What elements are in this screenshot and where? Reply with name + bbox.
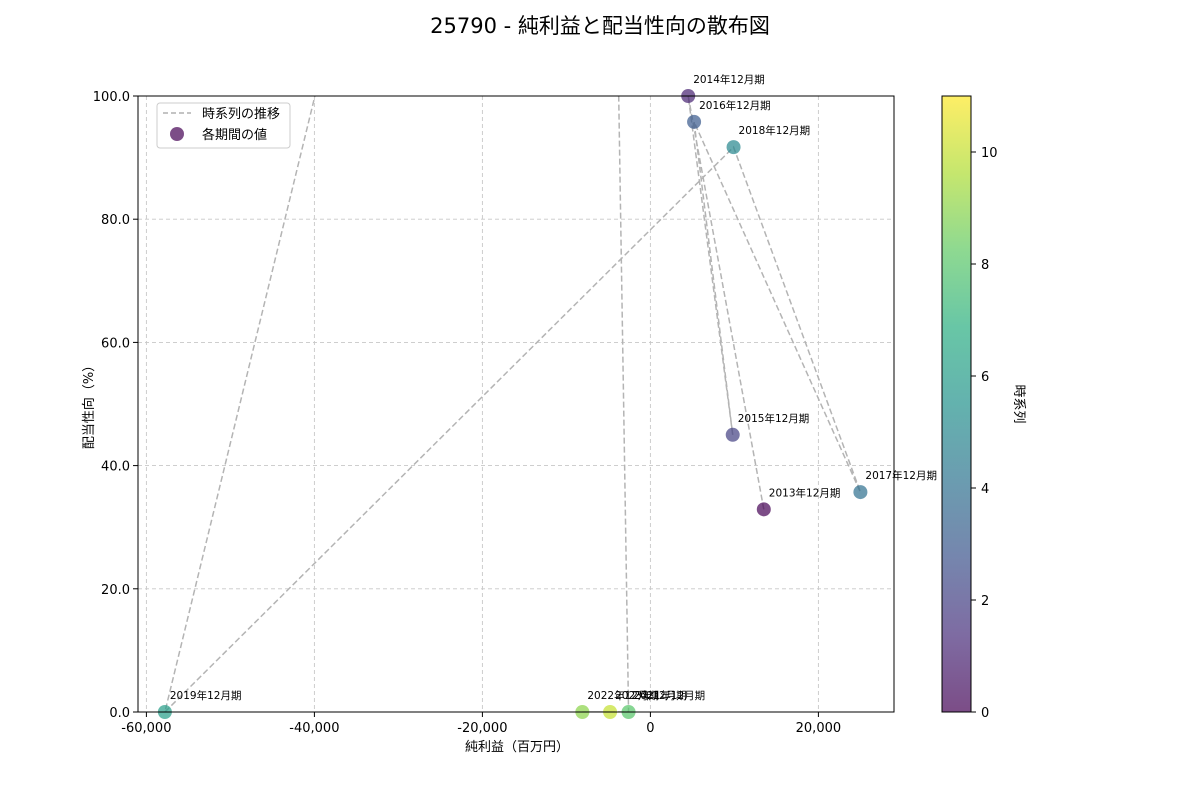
colorbar-tick-label: 4 [981,482,989,497]
data-point-label: 2019年12月期 [170,689,242,702]
x-axis-ticks: -60,000 -40,000 -20,000 0 20,000 [121,712,841,736]
data-point-label: 2015年12月期 [738,412,810,425]
colorbar-tick-label: 10 [981,146,998,161]
y-tick-label: 0.0 [109,706,130,721]
x-tick-label: 0 [646,721,654,736]
y-tick-label: 40.0 [101,460,130,475]
colorbar-ticks: 0 2 4 6 8 10 [971,146,998,721]
legend-marker-swatch [170,127,184,141]
data-point-label: 2022年12月期 [587,689,659,702]
data-point-label: 2014年12月期 [693,73,765,86]
data-point-label: 2017年12月期 [865,469,937,482]
legend-line-label: 時系列の推移 [202,107,280,122]
plot-frame [137,95,895,713]
data-point [725,427,740,442]
colorbar-tick-label: 6 [981,370,989,385]
x-tick-label: 20,000 [796,721,842,736]
y-tick-label: 100.0 [93,90,130,105]
data-point [687,114,702,129]
legend-marker-label: 各期間の値 [202,127,267,143]
y-tick-label: 20.0 [101,583,130,598]
colorbar-gradient [941,95,972,713]
data-point [756,502,771,517]
colorbar-tick-label: 0 [981,706,989,721]
colorbar-label: 時系列 [1011,384,1026,423]
legend-box [156,102,291,149]
legend: 時系列の推移 各期間の値 [156,102,291,149]
point-labels: 2013年12月期 2014年12月期 2015年12月期 2016年12月期 2017… [170,73,937,702]
y-tick-label: 60.0 [101,336,130,351]
y-axis-label: 配当性向（%） [81,359,97,449]
data-point [726,140,741,155]
colorbar-tick-label: 8 [981,258,989,273]
grid-lines [138,95,894,713]
y-axis-ticks: 0.0 20.0 40.0 60.0 80.0 100.0 [93,90,138,721]
data-point-label: 2016年12月期 [699,99,771,112]
data-point-label: 2013年12月期 [769,486,841,499]
x-tick-label: -40,000 [289,721,339,736]
x-axis-label: 純利益（百万円） [465,740,569,755]
data-point-label: 2023年12月期 [615,689,687,702]
colorbar-tick-label: 2 [981,594,989,609]
data-points [157,89,868,719]
data-point [853,485,868,500]
colorbar: 0 2 4 6 8 10 時系列 [941,95,1026,721]
data-point-label: 2021年12月期 [634,689,706,702]
y-tick-label: 80.0 [101,213,130,228]
data-point-label: 2018年12月期 [739,124,811,137]
x-tick-label: -60,000 [121,721,171,736]
x-tick-label: -20,000 [457,721,507,736]
chart-title: 25790 - 純利益と配当性向の散布図 [430,14,770,38]
